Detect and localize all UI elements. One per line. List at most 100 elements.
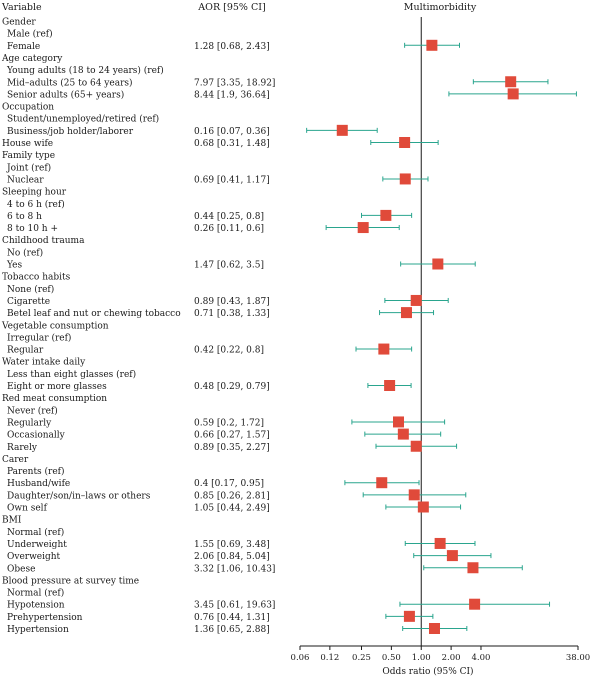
row-label: Prehypertension	[7, 613, 83, 623]
row-label: Business/job holder/laborer	[7, 127, 134, 137]
aor-value: 0.59 [0.2, 1.72]	[194, 418, 264, 428]
aor-value: 0.89 [0.43, 1.87]	[194, 297, 270, 307]
row-label: Yes	[6, 261, 22, 271]
or-marker	[399, 173, 411, 185]
aor-value: 0.69 [0.41, 1.17]	[194, 175, 270, 185]
row-label: Regular	[7, 346, 44, 356]
row-label: 8 to 10 h +	[7, 224, 58, 234]
aor-value: 7.97 [3.35, 18.92]	[194, 78, 275, 88]
or-marker	[384, 380, 396, 391]
row-group-label: Tobacco habits	[2, 273, 71, 283]
aor-value: 0.85 [0.26, 2.81]	[194, 491, 270, 501]
aor-value: 2.06 [0.84, 5.04]	[194, 552, 270, 562]
aor-value: 0.66 [0.27, 1.57]	[194, 431, 270, 441]
row-label: Hypertension	[7, 625, 69, 635]
or-marker	[426, 39, 438, 51]
or-marker	[410, 294, 422, 306]
row-label: No (ref)	[7, 247, 43, 258]
or-marker	[378, 343, 390, 355]
row-label: Young adults (18 to 24 years) (ref)	[6, 65, 164, 76]
row-label: Joint (ref)	[6, 162, 51, 173]
aor-value: 0.42 [0.22, 0.8]	[194, 346, 264, 356]
row-label: 4 to 6 h (ref)	[7, 199, 65, 210]
or-marker	[357, 222, 369, 234]
row-group-label: Red meat consumption	[2, 394, 107, 404]
row-label: Senior adults (65+ years)	[7, 89, 124, 100]
row-label: Nuclear	[7, 175, 44, 185]
aor-value: 1.47 [0.62, 3.5]	[194, 261, 264, 271]
row-label: Regularly	[7, 418, 52, 428]
row-label: None (ref)	[7, 284, 54, 295]
row-label: Irregular (ref)	[7, 332, 71, 343]
x-tick-label: 0.06	[291, 653, 310, 663]
or-marker	[403, 610, 415, 622]
or-marker	[507, 88, 519, 100]
x-tick-label: 2.00	[442, 653, 461, 663]
row-label: Rarely	[7, 443, 38, 453]
row-label: Hypotension	[7, 601, 65, 611]
or-marker	[397, 428, 409, 440]
x-axis-label: Odds ratio (95% CI)	[382, 666, 473, 677]
header-aor: AOR [95% CI]	[197, 2, 265, 13]
row-label: Female	[7, 42, 40, 52]
row-label: Betel leaf and nut or chewing tobacco	[7, 309, 181, 319]
aor-value: 3.45 [0.61, 19.63]	[194, 601, 275, 611]
row-label: Parents (ref)	[7, 466, 65, 477]
row-label: Overweight	[7, 552, 61, 562]
row-label: Less than eight glasses (ref)	[7, 369, 136, 380]
aor-value: 0.68 [0.31, 1.48]	[194, 139, 270, 149]
row-label: Never (ref)	[7, 405, 58, 416]
row-label: Cigarette	[7, 297, 50, 307]
row-group-label: Sleeping hour	[2, 188, 67, 198]
aor-value: 8.44 [1.9, 36.64]	[194, 90, 270, 100]
aor-value: 0.26 [0.11, 0.6]	[194, 224, 264, 234]
row-group-label: Family type	[2, 151, 55, 161]
aor-value: 1.28 [0.68, 2.43]	[194, 42, 270, 52]
x-tick-label: 0.50	[382, 653, 401, 663]
row-label: Normal (ref)	[7, 588, 64, 599]
x-tick-label: 4.00	[472, 653, 491, 663]
aor-value: 1.36 [0.65, 2.88]	[194, 625, 270, 635]
or-marker	[446, 550, 458, 562]
row-label: Male (ref)	[7, 29, 53, 40]
aor-value: 0.4 [0.17, 0.95]	[194, 479, 264, 489]
or-marker	[428, 623, 440, 634]
or-marker	[336, 124, 348, 136]
row-label: Underweight	[7, 540, 67, 550]
or-marker	[376, 477, 388, 489]
x-tick-label: 0.12	[320, 653, 339, 663]
aor-value: 0.44 [0.25, 0.8]	[194, 212, 264, 222]
row-group-label: Blood pressure at survey time	[2, 576, 139, 586]
row-group-label: Gender	[2, 18, 36, 28]
aor-value: 0.76 [0.44, 1.31]	[194, 613, 270, 623]
row-group-label: Vegetable consumption	[1, 321, 109, 331]
row-label: Obese	[7, 564, 35, 574]
x-tick-label: 38.00	[566, 653, 590, 663]
aor-value: 0.48 [0.29, 0.79]	[194, 382, 270, 392]
row-group-label: Water intake daily	[2, 358, 86, 368]
or-marker	[417, 501, 429, 513]
row-label: Eight or more glasses	[7, 382, 107, 392]
or-marker	[410, 440, 422, 452]
row-label: Daughter/son/in–laws or others	[7, 491, 151, 501]
row-label: Own self	[7, 504, 48, 514]
x-tick-label: 0.25	[352, 653, 371, 663]
or-marker	[469, 598, 481, 610]
row-group-label: BMI	[2, 516, 22, 526]
or-marker	[380, 209, 392, 221]
row-label: Occasionally	[7, 431, 66, 441]
or-marker	[393, 416, 405, 428]
row-label: Student/unemployed/retired (ref)	[7, 114, 159, 125]
aor-value: 1.55 [0.69, 3.48]	[194, 540, 270, 550]
row-group-label: Carer	[2, 455, 29, 465]
row-label: Normal (ref)	[7, 527, 64, 538]
aor-value: 1.05 [0.44, 2.49]	[194, 504, 270, 514]
or-marker	[434, 537, 446, 549]
or-marker	[399, 137, 411, 148]
header-panel: Multimorbidity	[404, 2, 477, 13]
or-marker	[408, 489, 420, 501]
aor-value: 0.71 [0.38, 1.33]	[194, 309, 270, 319]
row-label: 6 to 8 h	[7, 212, 42, 222]
row-group-label: Childhood trauma	[2, 236, 85, 246]
